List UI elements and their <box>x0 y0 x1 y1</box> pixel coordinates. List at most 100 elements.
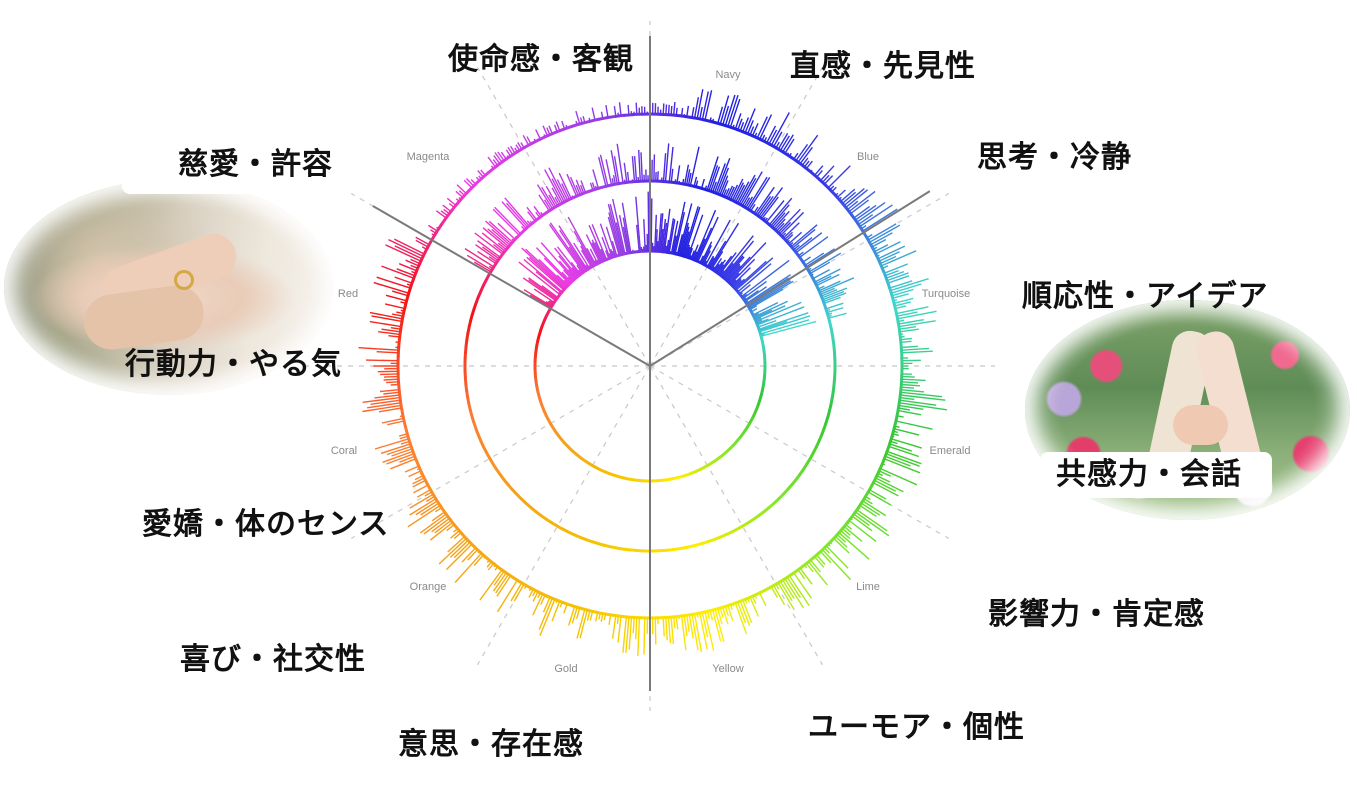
ring-arc <box>706 188 715 194</box>
ring-arc <box>706 462 712 468</box>
ring-arc <box>861 491 870 502</box>
histogram-bar <box>579 609 588 639</box>
histogram-bar <box>761 196 779 220</box>
histogram-bar <box>782 134 794 153</box>
ring-arc <box>830 333 835 342</box>
histogram-bar <box>893 428 920 436</box>
histogram-bar <box>713 163 726 193</box>
trait-magenta: 慈愛・許容 <box>178 147 333 182</box>
histogram-bar <box>768 197 793 226</box>
histogram-bar <box>746 176 768 210</box>
ring-arc <box>534 349 538 355</box>
histogram-bar <box>438 537 467 565</box>
histogram-bar <box>715 157 731 194</box>
histogram-bar <box>867 491 892 506</box>
trait-yellow: ユーモア・個性 <box>808 710 1025 745</box>
ring-arc <box>604 183 613 188</box>
ring-arc <box>514 577 525 586</box>
histogram-bar <box>867 223 897 241</box>
ring-arc <box>751 134 762 142</box>
histogram-bar <box>840 188 856 202</box>
ring-arc <box>515 492 523 501</box>
histogram-bar <box>719 607 724 618</box>
histogram-bar <box>773 210 790 229</box>
ring-arc <box>695 468 702 473</box>
histogram-bar <box>675 616 679 630</box>
histogram-bar <box>453 532 462 540</box>
histogram-bar <box>749 288 784 310</box>
histogram-bar <box>381 328 401 333</box>
ring-arc <box>846 513 856 523</box>
histogram-bar <box>585 234 601 263</box>
histogram-bar <box>710 222 740 269</box>
ring-arc <box>811 278 818 287</box>
histogram-bar <box>731 267 751 286</box>
histogram-bar <box>431 511 446 522</box>
histogram-bar <box>686 615 690 632</box>
histogram-bar <box>808 561 828 586</box>
histogram-bar <box>901 378 926 382</box>
histogram-bar <box>580 249 593 268</box>
histogram-bar <box>667 104 670 115</box>
ring-arc <box>897 392 903 403</box>
ring-arc <box>736 435 742 442</box>
ring-arc <box>752 514 760 521</box>
trait-coral: 愛嬌・体のセンス <box>142 507 390 542</box>
histogram-bar <box>848 190 876 213</box>
histogram-bar <box>543 199 552 211</box>
histogram-bar <box>773 131 783 147</box>
histogram-bar <box>682 206 699 257</box>
ring-arc <box>712 536 720 542</box>
histogram-bar <box>668 219 676 253</box>
histogram-bar <box>376 276 411 289</box>
histogram-bar <box>510 582 523 602</box>
histogram-bar <box>683 615 688 637</box>
histogram-bar <box>687 172 692 186</box>
ring-arc <box>762 349 766 355</box>
histogram-bar <box>369 320 402 328</box>
histogram-bar <box>494 206 522 235</box>
histogram-bar <box>445 543 473 571</box>
ring-arc <box>523 141 534 150</box>
ring-arc <box>731 441 737 448</box>
ring-arc <box>498 473 506 481</box>
histogram-bar <box>686 246 691 258</box>
histogram-bar <box>848 519 877 542</box>
color-label-magenta: Magenta <box>407 151 451 163</box>
histogram-bar <box>643 219 646 252</box>
histogram-bar <box>453 541 471 559</box>
histogram-bar <box>617 616 622 643</box>
ring-arc <box>808 452 815 460</box>
histogram-bar <box>755 186 775 215</box>
histogram-bar <box>899 402 947 411</box>
ring-arc <box>585 538 594 544</box>
histogram-bar <box>464 248 495 268</box>
histogram-bar <box>890 283 922 294</box>
histogram-bar <box>409 498 437 516</box>
histogram-bar <box>869 489 887 500</box>
histogram-bar <box>528 588 534 598</box>
histogram-bar <box>491 228 511 246</box>
ring-arc <box>831 385 836 393</box>
histogram-bar <box>657 171 659 182</box>
histogram-bar <box>399 455 415 463</box>
color-label-orange: Orange <box>410 581 447 593</box>
histogram-bar <box>735 184 746 203</box>
ring-arc <box>630 179 638 184</box>
histogram-bar <box>782 579 795 599</box>
histogram-bar <box>538 258 568 287</box>
ring-arc <box>669 180 677 185</box>
ring-arc <box>696 259 702 265</box>
ring-arc <box>699 466 705 471</box>
histogram-bar <box>821 288 838 297</box>
histogram-bar <box>874 244 889 253</box>
histogram-bar <box>686 105 690 117</box>
histogram-bar <box>724 188 730 198</box>
histogram-bar <box>722 105 730 126</box>
ring-arc <box>894 409 900 420</box>
ring-arc <box>611 182 619 187</box>
histogram-bar <box>821 174 830 183</box>
histogram-bar <box>737 263 772 293</box>
histogram-bar <box>885 270 905 279</box>
ring-arc <box>719 122 730 129</box>
